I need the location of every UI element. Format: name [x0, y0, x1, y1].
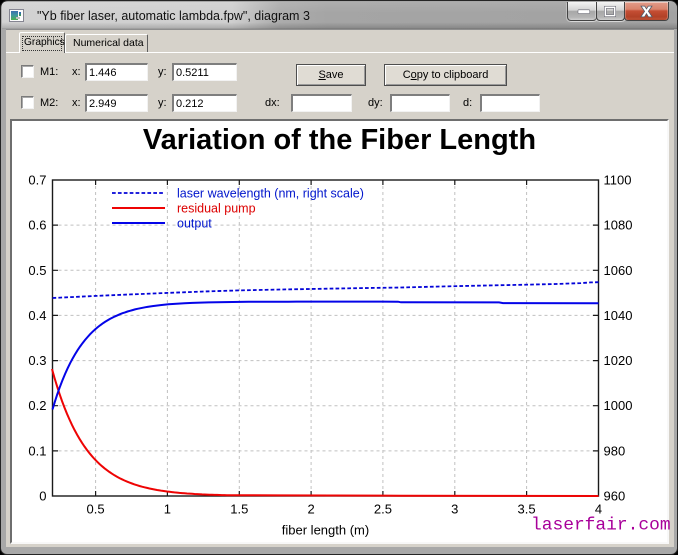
svg-text:0.3: 0.3: [28, 353, 46, 368]
svg-text:0.4: 0.4: [28, 308, 46, 323]
svg-text:4: 4: [595, 502, 602, 517]
svg-text:0.2: 0.2: [28, 398, 46, 413]
svg-text:1.5: 1.5: [230, 502, 248, 517]
svg-text:960: 960: [604, 489, 626, 504]
svg-text:Variation of the Fiber Length: Variation of the Fiber Length: [143, 124, 536, 156]
svg-text:residual pump: residual pump: [177, 202, 256, 216]
svg-text:fiber length (m): fiber length (m): [282, 523, 369, 538]
svg-text:3.5: 3.5: [518, 502, 536, 517]
svg-text:0.7: 0.7: [28, 173, 46, 188]
svg-text:1020: 1020: [604, 353, 633, 368]
svg-text:1000: 1000: [604, 398, 633, 413]
svg-text:1100: 1100: [604, 173, 632, 188]
svg-text:0.1: 0.1: [28, 443, 46, 458]
svg-text:laser wavelength (nm, right sc: laser wavelength (nm, right scale): [177, 187, 364, 201]
svg-text:0.6: 0.6: [28, 218, 46, 233]
svg-text:x: x: [641, 2, 651, 21]
svg-text:output: output: [177, 217, 212, 231]
svg-text:1: 1: [164, 502, 171, 517]
svg-text:laserfair.com: laserfair.com: [531, 516, 671, 536]
svg-text:2.5: 2.5: [374, 502, 392, 517]
svg-text:0.5: 0.5: [87, 502, 105, 517]
svg-text:1040: 1040: [604, 308, 633, 323]
svg-text:980: 980: [604, 443, 626, 458]
svg-text:2: 2: [307, 502, 314, 517]
svg-text:0.5: 0.5: [28, 263, 46, 278]
svg-text:1060: 1060: [604, 263, 633, 278]
svg-text:3: 3: [451, 502, 458, 517]
svg-text:1080: 1080: [604, 218, 633, 233]
svg-text:0: 0: [39, 489, 46, 504]
